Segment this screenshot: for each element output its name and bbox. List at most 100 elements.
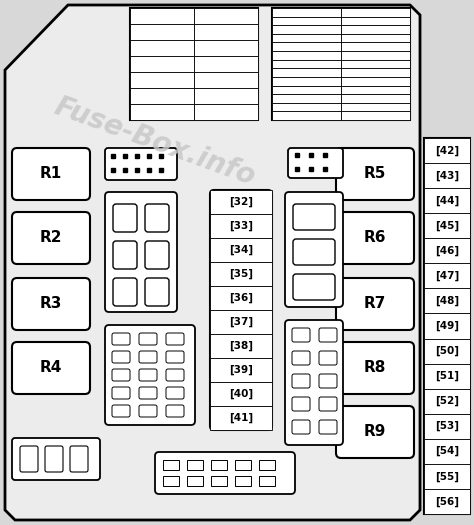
Bar [163,460,179,470]
Text: R4: R4 [40,361,62,375]
Bar [424,364,470,388]
Bar [130,40,194,56]
Bar [194,72,258,88]
Bar [341,111,410,120]
FancyBboxPatch shape [139,351,157,363]
Bar [163,476,179,486]
Bar [211,476,227,486]
FancyBboxPatch shape [112,405,130,417]
Bar [272,60,341,68]
FancyBboxPatch shape [319,328,337,342]
Bar [341,86,410,94]
Polygon shape [5,5,420,520]
Bar [130,8,258,120]
Text: [52]: [52] [435,396,459,406]
FancyBboxPatch shape [139,405,157,417]
FancyBboxPatch shape [336,406,414,458]
FancyBboxPatch shape [166,387,184,399]
Bar [259,460,275,470]
FancyBboxPatch shape [12,438,100,480]
Bar [424,339,470,364]
Text: [46]: [46] [435,246,459,256]
Text: [40]: [40] [229,389,253,399]
Bar [341,17,410,25]
Bar [130,72,194,88]
FancyBboxPatch shape [105,325,195,425]
FancyBboxPatch shape [12,342,90,394]
FancyBboxPatch shape [292,374,310,388]
Bar [424,489,470,514]
Bar [424,163,470,188]
FancyBboxPatch shape [166,351,184,363]
Bar [424,288,470,313]
Bar [210,358,272,382]
Text: [45]: [45] [435,220,459,231]
Text: R3: R3 [40,297,62,311]
Text: [54]: [54] [435,446,459,456]
Bar [235,460,251,470]
Bar [210,190,272,214]
Bar [341,94,410,103]
Bar [272,25,341,34]
Bar [194,56,258,72]
Bar [272,103,341,111]
Bar [210,382,272,406]
FancyBboxPatch shape [166,369,184,381]
Text: R2: R2 [40,230,62,246]
Bar [272,86,341,94]
FancyBboxPatch shape [336,278,414,330]
FancyBboxPatch shape [319,351,337,365]
FancyBboxPatch shape [319,374,337,388]
Bar [130,104,194,120]
Bar [272,34,341,43]
Text: [41]: [41] [229,413,253,423]
Bar [272,17,341,25]
Text: R5: R5 [364,166,386,182]
Bar [341,103,410,111]
FancyBboxPatch shape [292,328,310,342]
Text: [55]: [55] [435,471,459,481]
Bar [210,214,272,238]
Text: R1: R1 [40,166,62,182]
FancyBboxPatch shape [113,278,137,306]
Text: [42]: [42] [435,145,459,156]
FancyBboxPatch shape [145,241,169,269]
FancyBboxPatch shape [293,274,335,300]
Text: [51]: [51] [435,371,459,381]
Bar [341,51,410,60]
Bar [259,476,275,486]
FancyBboxPatch shape [112,351,130,363]
Text: [50]: [50] [435,346,459,356]
Bar [341,77,410,86]
Bar [272,111,341,120]
Bar [424,188,470,213]
Bar [211,460,227,470]
Bar [194,8,258,24]
FancyBboxPatch shape [139,387,157,399]
Bar [210,310,272,334]
Bar [272,68,341,77]
Text: [48]: [48] [435,296,459,306]
Bar [424,464,470,489]
Bar [210,262,272,286]
Bar [424,388,470,414]
FancyBboxPatch shape [319,420,337,434]
Bar [272,43,341,51]
Text: R9: R9 [364,425,386,439]
FancyBboxPatch shape [285,320,343,445]
Text: [33]: [33] [229,221,253,231]
Bar [272,77,341,86]
Bar [272,8,341,17]
FancyBboxPatch shape [285,192,343,307]
FancyBboxPatch shape [12,212,90,264]
Bar [424,439,470,464]
Bar [187,476,203,486]
FancyBboxPatch shape [210,190,272,430]
Bar [272,8,410,120]
Bar [424,213,470,238]
Bar [210,238,272,262]
Bar [210,406,272,430]
FancyBboxPatch shape [139,333,157,345]
Bar [194,40,258,56]
Text: R6: R6 [364,230,386,246]
